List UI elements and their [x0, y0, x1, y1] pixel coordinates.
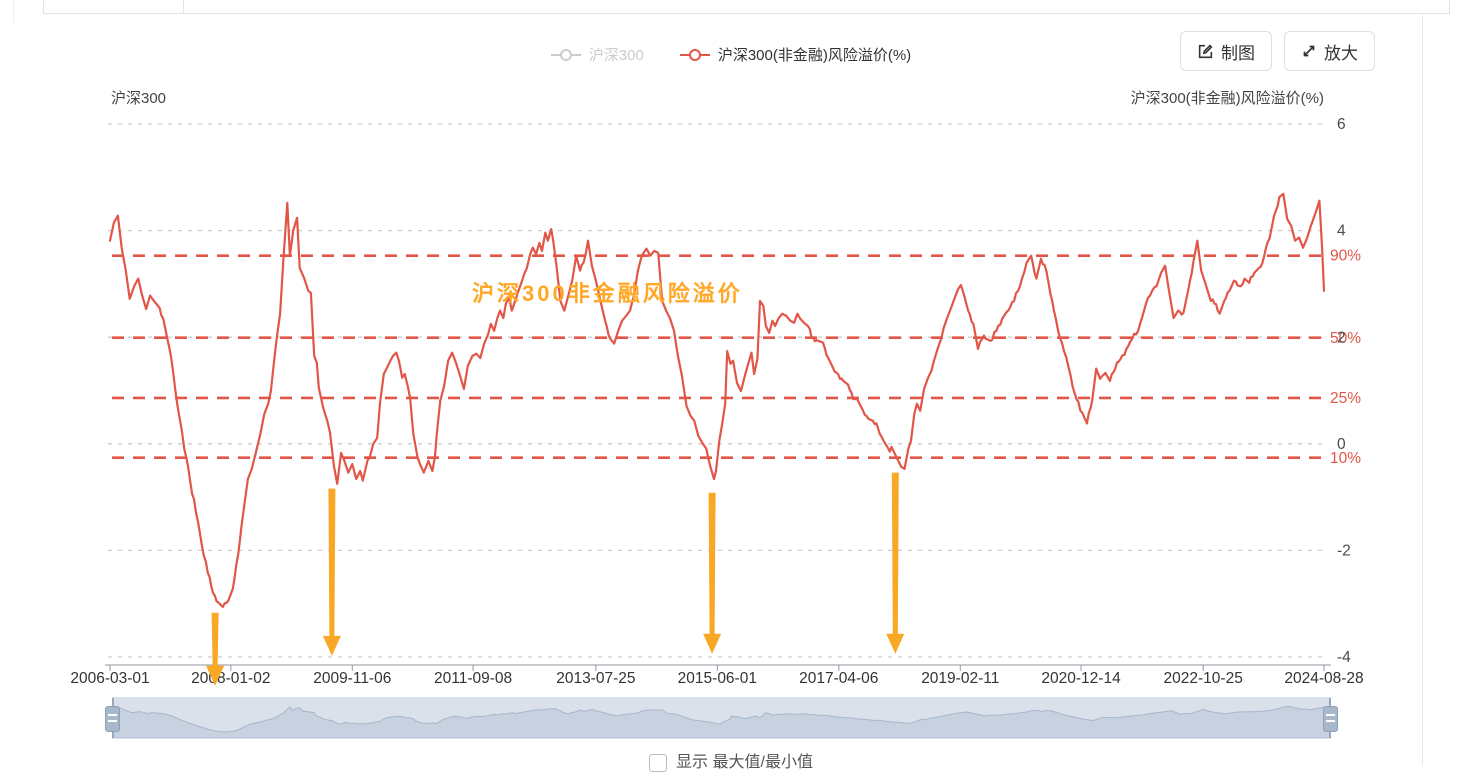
table-bottom-border: [43, 13, 1450, 14]
pencil-square-icon: [1197, 43, 1214, 60]
right-axis-labels: 90% 50% 25% 10% 6 4 2 0 -2 -4: [1330, 116, 1361, 666]
percent-lines: [112, 254, 1324, 459]
svg-text:2019-02-11: 2019-02-11: [921, 670, 999, 687]
svg-text:2: 2: [1337, 329, 1346, 346]
svg-text:25%: 25%: [1330, 390, 1361, 407]
gridlines: [108, 123, 1324, 658]
table-cell-border: [1449, 0, 1450, 13]
panel-right-divider: [1422, 13, 1423, 766]
svg-text:4: 4: [1337, 223, 1346, 240]
draw-chart-button[interactable]: 制图: [1180, 31, 1272, 71]
expand-arrows-icon: [1301, 43, 1317, 59]
datazoom-left-handle[interactable]: [105, 706, 120, 732]
show-extrema-checkbox[interactable]: [649, 754, 668, 772]
table-cell-border: [183, 0, 184, 13]
marker-arrows: [206, 472, 905, 686]
legend-item-risk-premium[interactable]: 沪深300(非金融)风险溢价(%): [679, 44, 912, 65]
legend-label: 沪深300: [588, 47, 644, 64]
draw-chart-label: 制图: [1221, 43, 1255, 63]
show-extrema-row: 显示 最大值/最小值: [0, 754, 1462, 772]
svg-text:2011-09-08: 2011-09-08: [434, 670, 512, 687]
left-axis-name: 沪深300: [111, 90, 167, 107]
svg-text:2015-06-01: 2015-06-01: [678, 670, 757, 687]
enlarge-button[interactable]: 放大: [1284, 31, 1375, 71]
right-axis-name: 沪深300(非金融)风险溢价(%): [1130, 90, 1324, 107]
svg-text:2022-10-25: 2022-10-25: [1164, 670, 1243, 687]
x-axis: 2006-03-01 2008-01-02 2009-11-06 2011-09-08…: [70, 664, 1364, 687]
show-extrema-label: 显示 最大值/最小值: [676, 754, 813, 771]
chart-annotation: 沪深300非金融风险溢价: [472, 281, 743, 306]
datazoom-minimap: [111, 705, 1332, 739]
svg-text:-4: -4: [1337, 649, 1351, 666]
svg-text:50%: 50%: [1330, 330, 1361, 347]
svg-text:2017-04-06: 2017-04-06: [799, 670, 878, 687]
datazoom-slider[interactable]: [105, 697, 1338, 739]
legend-line-circle-icon: [679, 48, 710, 61]
legend-label: 沪深300(非金融)风险溢价(%): [717, 47, 912, 64]
minimap-series: [111, 705, 1332, 739]
page-left-border: [13, 0, 14, 22]
svg-text:2013-07-25: 2013-07-25: [556, 670, 635, 687]
datazoom-right-handle[interactable]: [1323, 706, 1338, 732]
series-risk-premium: [108, 192, 1326, 608]
svg-text:90%: 90%: [1330, 248, 1361, 265]
legend-line-circle-icon: [550, 48, 581, 61]
svg-text:6: 6: [1337, 116, 1346, 133]
chart-legend: 沪深300 沪深300(非金融)风险溢价(%): [0, 44, 1462, 65]
svg-text:2008-01-02: 2008-01-02: [191, 670, 270, 687]
legend-item-csi300[interactable]: 沪深300: [550, 44, 644, 65]
table-cell-border: [43, 0, 44, 13]
svg-text:2006-03-01: 2006-03-01: [70, 670, 149, 687]
svg-text:10%: 10%: [1330, 450, 1361, 467]
svg-text:2024-08-28: 2024-08-28: [1284, 670, 1363, 687]
toolbar: 制图 放大: [1180, 31, 1375, 71]
svg-text:0: 0: [1337, 436, 1346, 453]
svg-text:-2: -2: [1337, 542, 1351, 559]
svg-text:2009-11-06: 2009-11-06: [313, 670, 391, 687]
enlarge-label: 放大: [1324, 43, 1358, 63]
svg-text:2020-12-14: 2020-12-14: [1041, 670, 1121, 687]
